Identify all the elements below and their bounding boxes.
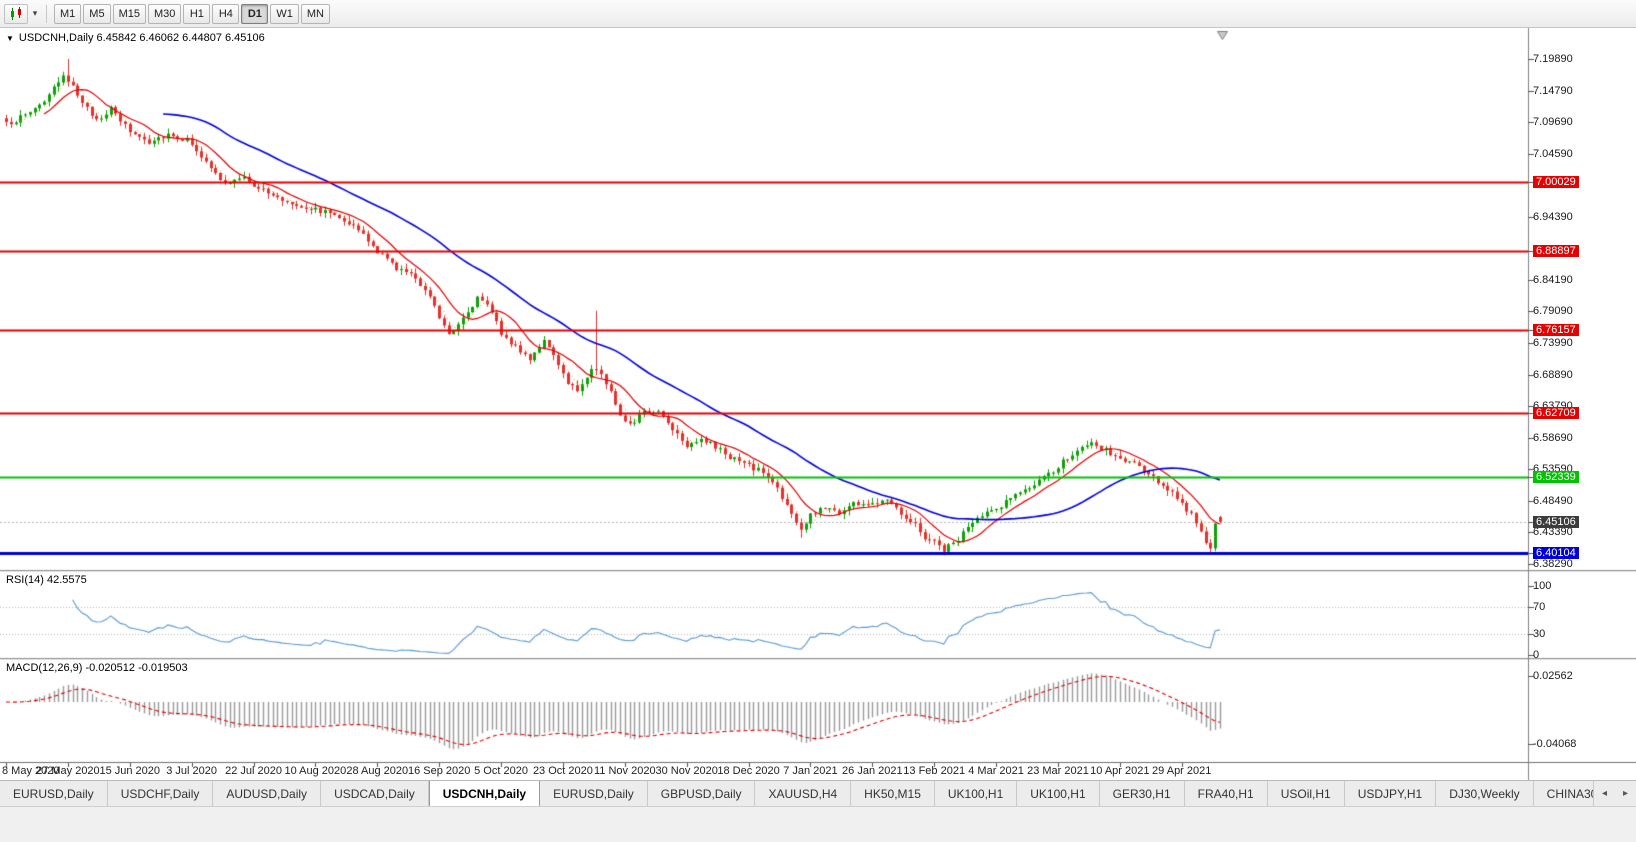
chart-info: ▼ USDCNH,Daily 6.45842 6.46062 6.44807 6… — [6, 32, 265, 44]
chart-tab-usdchf-daily[interactable]: USDCHF,Daily — [107, 781, 214, 806]
time-axis-label: 23 Mar 2021 — [1027, 765, 1089, 777]
rsi-indicator-label: RSI(14) 42.5575 — [6, 574, 87, 586]
time-axis-label: 10 Aug 2020 — [284, 765, 347, 777]
price-axis-label: 7.19890 — [1533, 52, 1573, 65]
chart-tab-uk100-h1[interactable]: UK100,H1 — [934, 781, 1018, 806]
chart-tab-ger30-h1[interactable]: GER30,H1 — [1099, 781, 1185, 806]
time-axis-label: 16 Sep 2020 — [407, 765, 471, 777]
chart-tab-china300-h1[interactable]: CHINA300,H1 — [1533, 781, 1593, 806]
tab-scroll-left-button[interactable]: ◂ — [1601, 788, 1608, 799]
time-axis-label: 13 Feb 2021 — [903, 765, 966, 777]
time-axis-label: 23 Oct 2020 — [532, 765, 593, 777]
tab-scroll-right-button[interactable]: ▸ — [1622, 788, 1629, 799]
status-bar — [0, 806, 1636, 842]
chart-tab-eurusd-daily[interactable]: EURUSD,Daily — [0, 781, 108, 806]
timeframe-button-h4[interactable]: H4 — [212, 3, 240, 24]
timeframe-button-h1[interactable]: H1 — [183, 3, 211, 24]
toolbar-separator — [46, 4, 47, 23]
dropdown-caret-glyph: ▾ — [32, 8, 38, 18]
hline-price-label: 6.40104 — [1533, 546, 1579, 559]
timeframe-button-d1[interactable]: D1 — [241, 3, 269, 24]
time-axis-label: 4 Mar 2021 — [968, 765, 1024, 777]
symbol-ohlc-label: USDCNH,Daily 6.45842 6.46062 6.44807 6.4… — [18, 32, 265, 44]
timeframe-toolbar: M1 M5 M15 M30 H1 H4 D1 W1 MN — [53, 3, 331, 24]
chart-tab-usdcad-daily[interactable]: USDCAD,Daily — [321, 781, 429, 806]
chart-tab-xauusd-h4[interactable]: XAUUSD,H4 — [755, 781, 852, 806]
time-axis-label: 28 Aug 2020 — [346, 765, 409, 777]
hline-price-label: 7.00029 — [1533, 175, 1579, 188]
price-axis-label: 6.73990 — [1533, 336, 1573, 349]
chart-tab-dj30-weekly[interactable]: DJ30,Weekly — [1436, 781, 1534, 806]
time-axis-label: 5 Oct 2020 — [474, 765, 528, 777]
hline-price-label: 6.62709 — [1533, 406, 1579, 419]
macd-axis-label: 0.02562 — [1533, 669, 1573, 682]
chart-tab-audusd-daily[interactable]: AUDUSD,Daily — [213, 781, 322, 806]
hline-price-label: 6.76157 — [1533, 323, 1579, 336]
chart-area: ▼ USDCNH,Daily 6.45842 6.46062 6.44807 6… — [0, 28, 1636, 780]
chart-tab-hk50-m15[interactable]: HK50,M15 — [851, 781, 935, 806]
price-axis-label: 6.94390 — [1533, 210, 1573, 223]
price-axis-label: 6.38290 — [1533, 557, 1573, 570]
chart-tab-fra40-h1[interactable]: FRA40,H1 — [1184, 781, 1268, 806]
time-axis-label: 8 May 2020 — [2, 765, 60, 777]
chart-tab-usdcnh-daily[interactable]: USDCNH,Daily — [428, 781, 541, 806]
chart-tab-bar: EURUSD,Daily USDCHF,Daily AUDUSD,Daily USDC… — [0, 780, 1636, 806]
time-axis-label: 15 Jun 2020 — [99, 765, 161, 777]
price-axis-label: 6.68890 — [1533, 368, 1573, 381]
time-axis-label: 3 Jul 2020 — [166, 765, 218, 777]
chart-tab-eurusd-daily[interactable]: EURUSD,Daily — [540, 781, 648, 806]
time-axis-label: 11 Nov 2020 — [594, 765, 656, 777]
current-price-label: 6.45106 — [1533, 515, 1579, 528]
chart-tabs: EURUSD,Daily USDCHF,Daily AUDUSD,Daily USDC… — [0, 781, 1593, 806]
time-axis-label: 18 Dec 2020 — [717, 765, 780, 777]
rsi-axis-label: 100 — [1533, 580, 1552, 592]
time-axis-label: 10 Apr 2021 — [1090, 765, 1150, 777]
timeframe-button-m15[interactable]: M15 — [112, 3, 146, 24]
time-axis-label: 27 May 2020 — [36, 765, 100, 777]
hline-price-label: 6.52339 — [1533, 470, 1579, 483]
rsi-axis-label: 70 — [1533, 600, 1546, 613]
timeframe-button-m30[interactable]: M30 — [147, 3, 182, 24]
macd-indicator-label: MACD(12,26,9) -0.020512 -0.019503 — [6, 662, 188, 674]
tab-scroll-buttons: ◂ ▸ — [1593, 781, 1636, 806]
chart-type-dropdown-icon[interactable]: ▾ — [28, 4, 42, 24]
time-axis-label: 22 Jul 2020 — [225, 765, 282, 777]
chart-type-candles-icon[interactable] — [4, 3, 28, 24]
price-axis-label: 7.09690 — [1533, 116, 1573, 129]
macd-axis-label: -0.04068 — [1533, 737, 1577, 750]
chart-tab-usoil-h1[interactable]: USOil,H1 — [1267, 781, 1345, 806]
price-chart-canvas[interactable] — [0, 28, 1636, 780]
rsi-axis-label: 30 — [1533, 628, 1546, 641]
price-axis-label: 6.79090 — [1533, 305, 1573, 318]
rsi-axis-label: 0 — [1533, 649, 1540, 661]
price-axis-label: 7.04590 — [1533, 147, 1573, 160]
price-axis-label: 7.14790 — [1533, 84, 1573, 97]
timeframe-button-m1[interactable]: M1 — [54, 3, 82, 24]
collapse-triangle-icon[interactable]: ▼ — [6, 33, 14, 43]
timeframe-button-mn[interactable]: MN — [300, 3, 330, 24]
time-axis-label: 7 Jan 2021 — [783, 765, 838, 777]
hline-price-label: 6.88897 — [1533, 244, 1579, 257]
time-axis-label: 26 Jan 2021 — [842, 765, 903, 777]
chart-tab-uk100-h1[interactable]: UK100,H1 — [1017, 781, 1100, 806]
time-axis-label: 29 Apr 2021 — [1152, 765, 1212, 777]
toolbar: ▾ M1 M5 M15 M30 H1 H4 D1 W1 MN — [0, 0, 1636, 28]
timeframe-button-w1[interactable]: W1 — [270, 3, 299, 24]
chart-tab-usdjpy-h1[interactable]: USDJPY,H1 — [1344, 781, 1437, 806]
price-axis-label: 6.43390 — [1533, 526, 1573, 539]
chart-tab-gbpusd-daily[interactable]: GBPUSD,Daily — [647, 781, 756, 806]
price-axis-label: 6.48490 — [1533, 494, 1573, 507]
price-axis-label: 6.84190 — [1533, 273, 1573, 286]
price-axis-label: 6.58690 — [1533, 431, 1573, 444]
timeframe-button-m5[interactable]: M5 — [83, 3, 111, 24]
time-axis-label: 30 Nov 2020 — [655, 765, 718, 777]
